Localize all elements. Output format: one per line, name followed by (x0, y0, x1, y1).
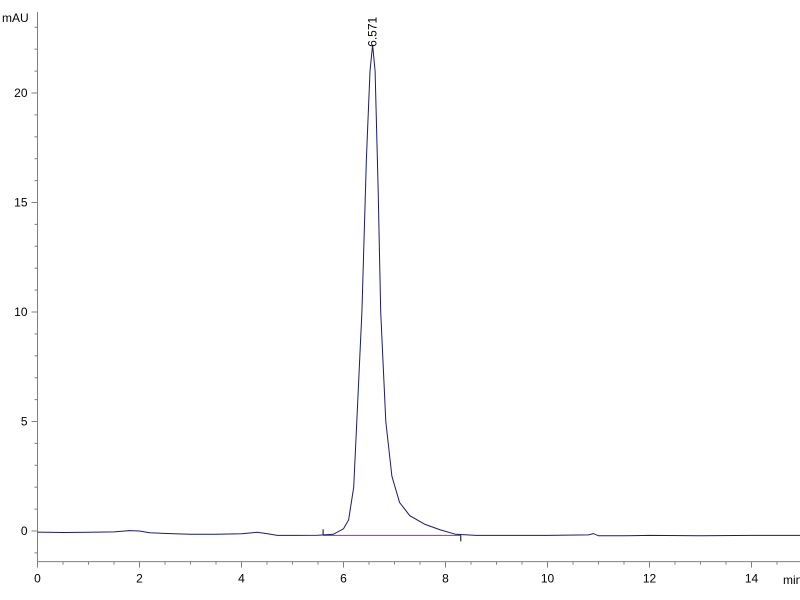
integration-baseline-group (322, 529, 462, 542)
y-tick-label: 10 (14, 305, 28, 319)
signal-trace (37, 44, 800, 537)
x-tick-label: 8 (442, 572, 449, 586)
y-axis-label: mAU (2, 11, 29, 25)
x-axis-label: min (783, 573, 800, 587)
x-tick-label: 14 (745, 572, 759, 586)
x-tick-label: 2 (136, 572, 143, 586)
y-tick-label: 15 (14, 196, 28, 210)
y-tick-label: 20 (14, 86, 28, 100)
y-tick-label: 0 (21, 524, 28, 538)
y-tick-label: 5 (21, 415, 28, 429)
peak-label: 6.571 (366, 16, 380, 46)
x-tick-label: 6 (340, 572, 347, 586)
axes: 0 5 10 15 20 0 2 4 6 8 10 12 14 (14, 11, 800, 586)
x-tick-label: 4 (238, 572, 245, 586)
x-tick-label: 12 (643, 572, 657, 586)
x-tick-label: 0 (34, 572, 41, 586)
x-tick-label: 10 (541, 572, 555, 586)
